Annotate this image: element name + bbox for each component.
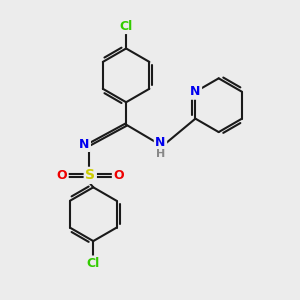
Text: N: N xyxy=(155,136,166,149)
Text: Cl: Cl xyxy=(87,257,100,270)
Text: H: H xyxy=(156,148,165,159)
Text: O: O xyxy=(57,169,67,182)
Text: N: N xyxy=(190,85,201,98)
Text: N: N xyxy=(79,137,89,151)
Text: O: O xyxy=(113,169,124,182)
Text: S: S xyxy=(85,168,95,182)
Text: Cl: Cl xyxy=(119,20,133,33)
